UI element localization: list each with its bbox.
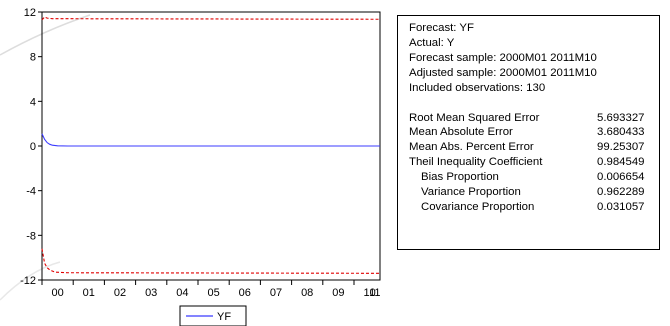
stat-label: Theil Inequality Coefficient	[409, 156, 543, 169]
y-tick-label: 0	[30, 141, 36, 153]
stat-label: Covariance Proportion	[421, 200, 535, 213]
info-forecast: Forecast: YF	[409, 22, 474, 34]
stat-label: Mean Abs. Percent Error	[409, 141, 534, 154]
legend-label-yf: YF	[217, 311, 231, 323]
stat-label: Variance Proportion	[421, 186, 521, 199]
background-arc	[0, 261, 61, 301]
stat-row-rmse: Root Mean Squared Error 5.693327	[409, 111, 659, 126]
series-line-yf	[41, 133, 380, 147]
upper-band-line	[41, 16, 381, 21]
x-tick-label: 11	[369, 287, 380, 299]
forecast-info: Forecast: YF Actual: Y Forecast sample: …	[409, 21, 659, 96]
info-actual: Actual: Y	[409, 36, 455, 49]
info-forecast-sample: Forecast sample: 2000M01 2011M10	[409, 51, 597, 64]
stat-value: 0.031057	[597, 200, 645, 213]
stat-row-covariance: Covariance Proportion 0.031057	[409, 200, 659, 215]
stat-value: 3.680433	[597, 126, 645, 139]
stat-value: 0.984549	[597, 156, 645, 169]
x-tick-label: 10	[363, 287, 375, 299]
info-included-observations: Included observations: 130	[409, 81, 546, 94]
x-tick-label: 06	[239, 287, 251, 299]
error-statistics: Root Mean Squared Error 5.693327 Mean Ab…	[409, 111, 659, 215]
stat-value: 0.006654	[597, 171, 645, 184]
stat-row-theil: Theil Inequality Coefficient 0.984549	[409, 155, 659, 170]
y-tick-label: 8	[30, 52, 36, 64]
x-tick-label: 03	[145, 287, 157, 299]
stat-value: 0.962289	[597, 186, 645, 199]
background-arc	[0, 14, 91, 56]
lower-band-line	[41, 248, 381, 274]
x-tick-label: 00	[51, 287, 63, 299]
stat-row-mape: Mean Abs. Percent Error 99.25307	[409, 140, 659, 155]
x-tick-label: 02	[114, 287, 126, 299]
x-tick-label: 07	[270, 287, 282, 299]
stat-row-variance: Variance Proportion 0.962289	[409, 185, 659, 200]
stat-label: Mean Absolute Error	[409, 126, 513, 139]
y-tick-label: -4	[26, 186, 36, 198]
stat-value: 5.693327	[597, 111, 645, 124]
spacer	[409, 96, 659, 111]
y-tick-label: -8	[26, 230, 36, 242]
stat-label: Root Mean Squared Error	[409, 111, 540, 124]
forecast-statistics-box: Forecast: YF Actual: Y Forecast sample: …	[397, 15, 660, 250]
x-tick-label: 09	[332, 287, 344, 299]
stat-value: 99.25307	[597, 141, 645, 154]
legend: YF	[179, 305, 247, 326]
y-tick-label: 12	[24, 7, 36, 19]
x-tick-label: 05	[207, 287, 219, 299]
x-tick-label: 08	[301, 287, 313, 299]
stat-label: Bias Proportion	[421, 171, 499, 184]
stat-row-bias: Bias Proportion 0.006654	[409, 170, 659, 185]
x-tick-label: 01	[83, 287, 95, 299]
x-tick-label: 04	[176, 287, 188, 299]
y-tick-label: 4	[30, 96, 36, 108]
info-adjusted-sample: Adjusted sample: 2000M01 2011M10	[409, 66, 597, 79]
y-tick-label: -12	[20, 275, 36, 287]
stat-row-mae: Mean Absolute Error 3.680433	[409, 125, 659, 140]
